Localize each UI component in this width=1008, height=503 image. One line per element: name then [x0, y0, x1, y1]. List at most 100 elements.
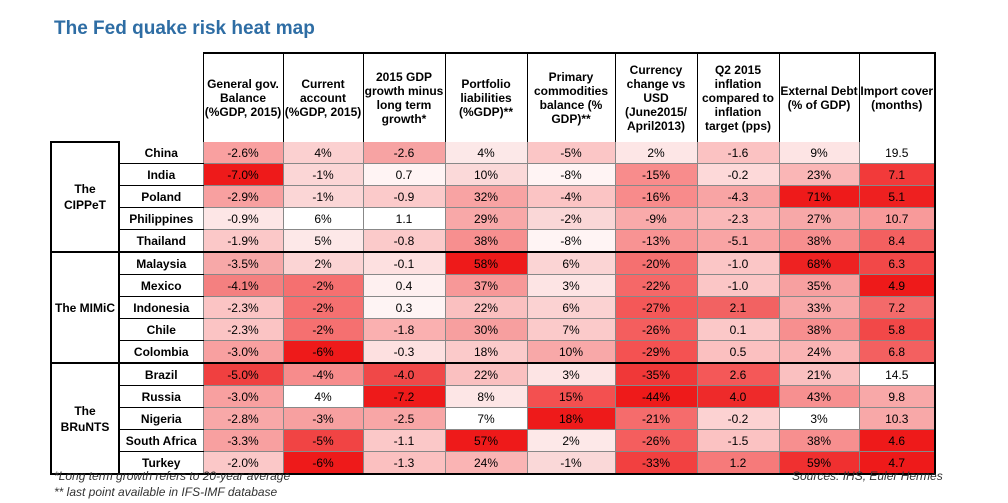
heat-cell: -2.0%	[202, 451, 283, 475]
column-header: Q2 2015 inflation compared to inflation …	[696, 52, 779, 142]
heat-cell: -1%	[282, 163, 363, 186]
heat-cell: 9%	[778, 142, 859, 164]
heat-cell: -1%	[526, 451, 615, 475]
heat-cell: -2.8%	[202, 407, 283, 430]
heat-cell: -2%	[282, 274, 363, 297]
heat-cell: 10.3	[858, 407, 936, 430]
column-header: External Debt (% of GDP)	[778, 52, 859, 142]
table-row: Poland -2.9% -1% -0.9 32% -4% -16% -4.3 71% 5.1	[51, 185, 936, 208]
heat-cell: -1.3	[362, 451, 445, 475]
heat-cell: 8%	[444, 385, 527, 408]
group-label: The CIPPeT	[50, 141, 120, 253]
heat-cell: 4.9	[858, 274, 936, 297]
heat-cell: -5.0%	[202, 363, 283, 386]
column-header: Primary commodities balance (% GDP)**	[526, 52, 615, 142]
heat-cell: -16%	[614, 185, 697, 208]
heat-cell: -4%	[282, 363, 363, 386]
country-label: Mexico	[118, 274, 203, 297]
country-label: China	[118, 142, 203, 164]
heat-cell: 0.7	[362, 163, 445, 186]
heat-cell: 1.2	[696, 451, 779, 475]
heat-cell: 2%	[526, 429, 615, 452]
country-label: Russia	[118, 385, 203, 408]
country-label: India	[118, 163, 203, 186]
heat-cell: -8%	[526, 229, 615, 253]
heat-cell: -29%	[614, 340, 697, 364]
heat-cell: 4%	[282, 385, 363, 408]
heat-cell: 23%	[778, 163, 859, 186]
heat-cell: 35%	[778, 274, 859, 297]
heat-cell: -27%	[614, 296, 697, 319]
country-label: Philippines	[118, 207, 203, 230]
heat-cell: 71%	[778, 185, 859, 208]
heat-cell: 24%	[778, 340, 859, 364]
heat-cell: 7%	[526, 318, 615, 341]
page-title: The Fed quake risk heat map	[54, 18, 315, 39]
heat-cell: 8.4	[858, 229, 936, 253]
heat-cell: 30%	[444, 318, 527, 341]
country-label: Thailand	[118, 229, 203, 253]
heat-cell: 0.3	[362, 296, 445, 319]
country-label: Poland	[118, 185, 203, 208]
country-label: Indonesia	[118, 296, 203, 319]
heat-cell: 6%	[282, 207, 363, 230]
footnote-ifs-imf: ** last point available in IFS-IMF datab…	[54, 485, 278, 499]
heat-cell: -1.5	[696, 429, 779, 452]
heat-cell: -5%	[526, 142, 615, 164]
heat-cell: -0.2	[696, 163, 779, 186]
heat-cell: -2%	[526, 207, 615, 230]
heat-cell: 7.1	[858, 163, 936, 186]
heat-cell: 5%	[282, 229, 363, 253]
heat-cell: -0.9%	[202, 207, 283, 230]
heat-cell: 14.5	[858, 363, 936, 386]
heat-cell: -26%	[614, 429, 697, 452]
heat-cell: 4%	[444, 142, 527, 164]
country-label: Turkey	[118, 451, 203, 475]
heat-cell: 68%	[778, 252, 859, 275]
country-label: Malaysia	[118, 252, 203, 275]
heat-cell: -33%	[614, 451, 697, 475]
heat-cell: -1.6	[696, 142, 779, 164]
table-row: Philippines -0.9% 6% 1.1 29% -2% -9% -2.3 27% 10.…	[51, 207, 936, 230]
heat-cell: -3.5%	[202, 252, 283, 275]
heat-cell: 18%	[444, 340, 527, 364]
heat-cell: 24%	[444, 451, 527, 475]
heat-cell: 7.2	[858, 296, 936, 319]
header-blank	[51, 53, 119, 142]
heat-cell: -6%	[282, 451, 363, 475]
heat-cell: 22%	[444, 363, 527, 386]
country-label: Chile	[118, 318, 203, 341]
heat-cell: -2.3	[696, 207, 779, 230]
heat-cell: 58%	[444, 252, 527, 275]
heat-cell: -15%	[614, 163, 697, 186]
heat-cell: -4%	[526, 185, 615, 208]
heat-cell: -1.0	[696, 252, 779, 275]
heat-cell: -22%	[614, 274, 697, 297]
heat-cell: 59%	[778, 451, 859, 475]
heat-cell: -1.1	[362, 429, 445, 452]
heat-cell: 1.1	[362, 207, 445, 230]
heat-cell: -0.3	[362, 340, 445, 364]
heat-cell: 32%	[444, 185, 527, 208]
heat-cell: 2.6	[696, 363, 779, 386]
table-row: Mexico -4.1% -2% 0.4 37% 3% -22% -1.0 35% 4.9	[51, 274, 936, 297]
heat-cell: -1.0	[696, 274, 779, 297]
heat-cell: 22%	[444, 296, 527, 319]
table-row: The MIMiC Malaysia -3.5% 2% -0.1 58% 6% -20% -1.…	[50, 251, 936, 364]
heat-cell: 0.4	[362, 274, 445, 297]
heat-cell: 4%	[282, 142, 363, 164]
heat-cell: 19.5	[858, 142, 936, 164]
column-header: General gov. Balance (%GDP, 2015)	[202, 52, 283, 142]
heat-cell: -3.0%	[202, 340, 283, 364]
column-header: Current account (%GDP, 2015)	[282, 52, 363, 142]
table-row: South Africa -3.3% -5% -1.1 57% 2% -26% -1.5 38%…	[51, 429, 936, 452]
heat-cell: -2.9%	[202, 185, 283, 208]
heat-cell: 37%	[444, 274, 527, 297]
group-label: The MIMiC	[50, 251, 120, 364]
heat-cell: -7.2	[362, 385, 445, 408]
table-row: Indonesia -2.3% -2% 0.3 22% 6% -27% 2.1 33% 7.2	[51, 296, 936, 319]
heat-cell: 57%	[444, 429, 527, 452]
heat-cell: -4.3	[696, 185, 779, 208]
heat-cell: 7%	[444, 407, 527, 430]
country-label: South Africa	[118, 429, 203, 452]
